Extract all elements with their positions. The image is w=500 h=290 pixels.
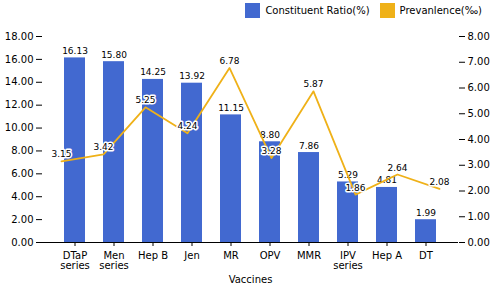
svg-text:18.00: 18.00: [5, 31, 34, 42]
svg-text:Hep A: Hep A: [372, 250, 402, 261]
svg-text:6.78: 6.78: [219, 56, 239, 66]
svg-text:11.15: 11.15: [218, 103, 244, 113]
svg-text:Vaccines: Vaccines: [229, 274, 273, 285]
svg-text:IPVseries: IPVseries: [333, 250, 363, 271]
svg-text:Hep B: Hep B: [138, 250, 168, 261]
svg-text:3.15: 3.15: [51, 149, 71, 159]
svg-text:MMR: MMR: [297, 250, 321, 261]
svg-text:8.00: 8.00: [11, 145, 33, 156]
svg-text:6.00: 6.00: [468, 82, 490, 93]
svg-text:1.86: 1.86: [345, 183, 365, 193]
svg-text:MR: MR: [223, 250, 239, 261]
svg-text:14.25: 14.25: [140, 67, 166, 77]
svg-text:3.28: 3.28: [261, 146, 281, 156]
svg-text:5.00: 5.00: [468, 108, 490, 119]
svg-text:1.99: 1.99: [416, 208, 436, 218]
svg-text:13.92: 13.92: [179, 71, 205, 81]
svg-text:8.80: 8.80: [260, 129, 280, 140]
svg-text:10.00: 10.00: [5, 122, 34, 133]
svg-text:7.00: 7.00: [468, 56, 490, 67]
svg-text:7.86: 7.86: [299, 141, 319, 151]
svg-text:4.00: 4.00: [468, 134, 490, 145]
svg-text:6.00: 6.00: [11, 168, 33, 179]
svg-text:5.25: 5.25: [135, 95, 155, 105]
svg-text:1.00: 1.00: [468, 211, 490, 222]
svg-text:0.00: 0.00: [11, 237, 33, 248]
svg-text:15.80: 15.80: [101, 50, 127, 60]
svg-text:12.00: 12.00: [5, 99, 34, 110]
svg-text:DTaPseries: DTaPseries: [60, 250, 90, 271]
svg-text:3.42: 3.42: [93, 142, 113, 152]
html-text:Constituent Ratio(%): Constituent Ratio(%): [265, 5, 370, 16]
svg-text:5.87: 5.87: [303, 79, 323, 89]
svg-text:14.00: 14.00: [5, 76, 34, 87]
svg-text:OPV: OPV: [260, 250, 281, 261]
svg-text:4.00: 4.00: [11, 191, 33, 202]
svg-text:Menseries: Menseries: [99, 250, 129, 271]
svg-text:4.24: 4.24: [177, 121, 197, 131]
svg-text:2.64: 2.64: [387, 163, 407, 173]
svg-text:4.81: 4.81: [377, 175, 397, 186]
svg-text:2.00: 2.00: [468, 185, 490, 196]
html-text:Prevanlence(‰): Prevanlence(‰): [399, 5, 482, 16]
svg-text:3.00: 3.00: [468, 159, 490, 170]
svg-text:8.00: 8.00: [468, 31, 490, 42]
svg-text:16.00: 16.00: [5, 54, 34, 65]
svg-text:2.08: 2.08: [429, 177, 449, 187]
svg-text:DT: DT: [419, 250, 434, 261]
svg-text:2.00: 2.00: [11, 214, 33, 225]
svg-text:5.29: 5.29: [338, 170, 358, 180]
svg-text:Jen: Jen: [183, 250, 199, 261]
svg-text:0.00: 0.00: [468, 237, 490, 248]
svg-text:16.13: 16.13: [62, 46, 88, 56]
